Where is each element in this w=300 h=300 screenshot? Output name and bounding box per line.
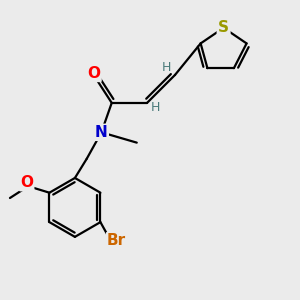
Text: N: N (95, 125, 108, 140)
Text: H: H (151, 101, 160, 114)
Text: O: O (88, 66, 100, 81)
Text: O: O (20, 175, 33, 190)
Text: H: H (162, 61, 172, 74)
Text: S: S (218, 20, 229, 35)
Text: Br: Br (107, 233, 126, 248)
